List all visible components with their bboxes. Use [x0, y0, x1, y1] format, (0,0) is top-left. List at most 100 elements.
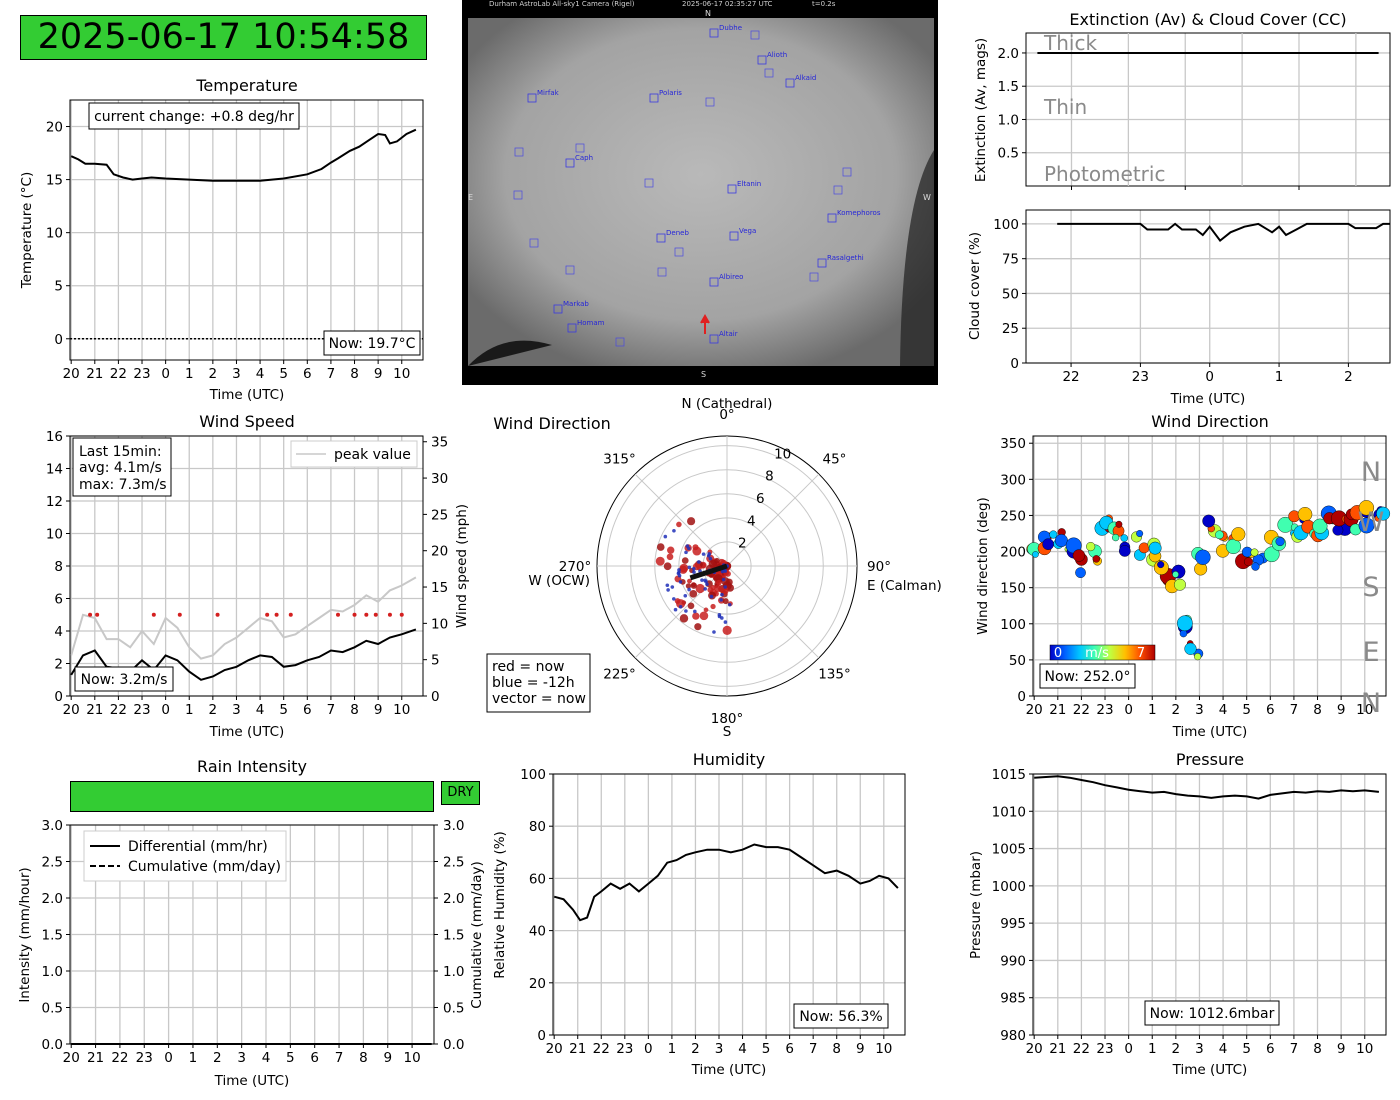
gust-marker-0: [88, 612, 93, 617]
y-tick-label: 25: [1002, 321, 1019, 337]
wind-dir-point-5-3: [1086, 541, 1096, 552]
gust-marker-13: [399, 612, 404, 617]
wind-dir-point-17-2: [1215, 530, 1224, 540]
x-tick-label: 20: [1026, 1041, 1043, 1057]
y-tick-label: 6: [54, 592, 63, 608]
polar-point-85: [679, 563, 689, 573]
temperature-now: Now: 19.7°C: [329, 336, 416, 352]
polar-point-21: [689, 589, 698, 598]
x-tick-label: 2: [209, 366, 218, 382]
rain-y2-tick-label: 3.0: [443, 818, 464, 834]
polar-note-box: [486, 653, 591, 713]
polar-point-141: [665, 583, 670, 588]
y-tick-label: 100: [1000, 617, 1026, 633]
wind-dir-point-4-1: [1075, 567, 1086, 579]
polar-radius-label: 6: [756, 491, 765, 507]
y-tick-label: 0: [537, 1028, 546, 1044]
x-tick-label: 9: [374, 366, 383, 382]
rain-y2-tick-label: 1.0: [443, 964, 464, 980]
rain-title: Rain Intensity: [197, 757, 307, 776]
pressure-now: Now: 1012.6mbar: [1150, 1006, 1275, 1022]
star-label-2: Alkaid: [795, 74, 816, 82]
x-tick-label: 5: [762, 1041, 771, 1057]
plot-frame: [1032, 773, 1387, 1036]
y-tick-label: 100: [520, 767, 546, 783]
compass-label-2: S: [1362, 572, 1379, 603]
polar-point-19: [667, 546, 675, 554]
polar-point-23: [699, 611, 709, 621]
polar-point-52: [695, 583, 705, 594]
humidity-series: [553, 843, 899, 922]
plot-frame: [1032, 435, 1387, 697]
polar-point-64: [696, 565, 702, 571]
star-label-3: Mirfak: [537, 89, 560, 97]
cbar-min: 0: [1054, 646, 1062, 661]
plot-frame: [1025, 32, 1391, 187]
star-marker-extra-10: [833, 185, 843, 195]
y-tick-label: 0: [1017, 689, 1026, 705]
star-label-9: Vega: [739, 227, 756, 235]
x-tick-label: 6: [310, 1050, 319, 1066]
polar-north-label: N (Cathedral): [682, 396, 773, 412]
wind-dir-point-29-3: [1358, 500, 1375, 516]
plot-frame: [69, 99, 424, 361]
polar-radius-label: 10: [774, 446, 791, 462]
polar-point-158: [687, 565, 692, 570]
wind-dir-point-30-3: [1376, 506, 1391, 521]
y-tick-label: 0: [54, 689, 63, 705]
wind-dir-point-9-3: [1136, 530, 1144, 537]
wind-dir-point-11-3: [1157, 561, 1165, 569]
star-marker-6: [727, 184, 737, 194]
polar-point-111: [697, 560, 701, 564]
gust-marker-5: [265, 612, 270, 617]
y-tick-label: 80: [529, 819, 546, 835]
x-tick-label: 9: [383, 1050, 392, 1066]
wind-dir-point-8-2: [1120, 534, 1129, 542]
y-tick-label: 14: [46, 462, 63, 478]
temperature-ylabel: Temperature (°C): [19, 172, 35, 290]
x-tick-label: 2: [1172, 702, 1181, 718]
y-tick-label: 5: [54, 279, 63, 295]
x-tick-label: 21: [569, 1041, 586, 1057]
polar-point-126: [701, 552, 706, 556]
y-tick-label: 60: [529, 871, 546, 887]
star-label-10: Rasalgethi: [827, 254, 864, 262]
wind-dir-point-13-3: [1176, 615, 1193, 632]
polar-point-59: [666, 553, 674, 561]
y2-tick-label: 20: [431, 544, 448, 560]
y2-tick-label: 35: [431, 435, 448, 451]
gust-marker-7: [288, 612, 293, 617]
x-tick-label: 20: [63, 1050, 80, 1066]
y-tick-label: 0.5: [998, 146, 1019, 162]
polar-point-166: [721, 577, 726, 582]
polar-point-75: [687, 602, 695, 610]
all-sky-camera-image: Durham AstroLab All-sky1 Camera (Rigel) …: [462, 0, 938, 385]
polar-radius-label: 8: [765, 469, 774, 485]
rain-status-badge: DRY: [441, 781, 480, 805]
x-tick-label: 23: [1096, 702, 1113, 718]
y2-tick-label: 25: [431, 507, 448, 523]
x-tick-label: 10: [393, 366, 410, 382]
star-marker-10: [817, 258, 827, 268]
cloud-xlabel: Time (UTC): [1170, 391, 1246, 407]
zone-thick: Thick: [1043, 31, 1097, 55]
polar-point-96: [663, 562, 672, 571]
x-tick-label: 23: [133, 702, 150, 718]
star-marker-extra-14: [615, 337, 625, 347]
x-tick-label: 0: [164, 1050, 173, 1066]
sky-dir-w: W: [923, 193, 931, 202]
x-tick-label: 5: [279, 702, 288, 718]
polar-point-125: [723, 620, 728, 624]
wind-dir-point-12-1: [1172, 571, 1179, 578]
polar-point-109: [722, 598, 729, 605]
polar-point-112: [678, 605, 683, 609]
cbar-unit: m/s: [1085, 646, 1109, 661]
sky-header-right: t=0.2s: [812, 0, 836, 8]
x-tick-label: 5: [1242, 1041, 1251, 1057]
x-tick-label: 1: [189, 1050, 198, 1066]
sky-header-left: Durham AstroLab All-sky1 Camera (Rigel): [489, 0, 635, 8]
